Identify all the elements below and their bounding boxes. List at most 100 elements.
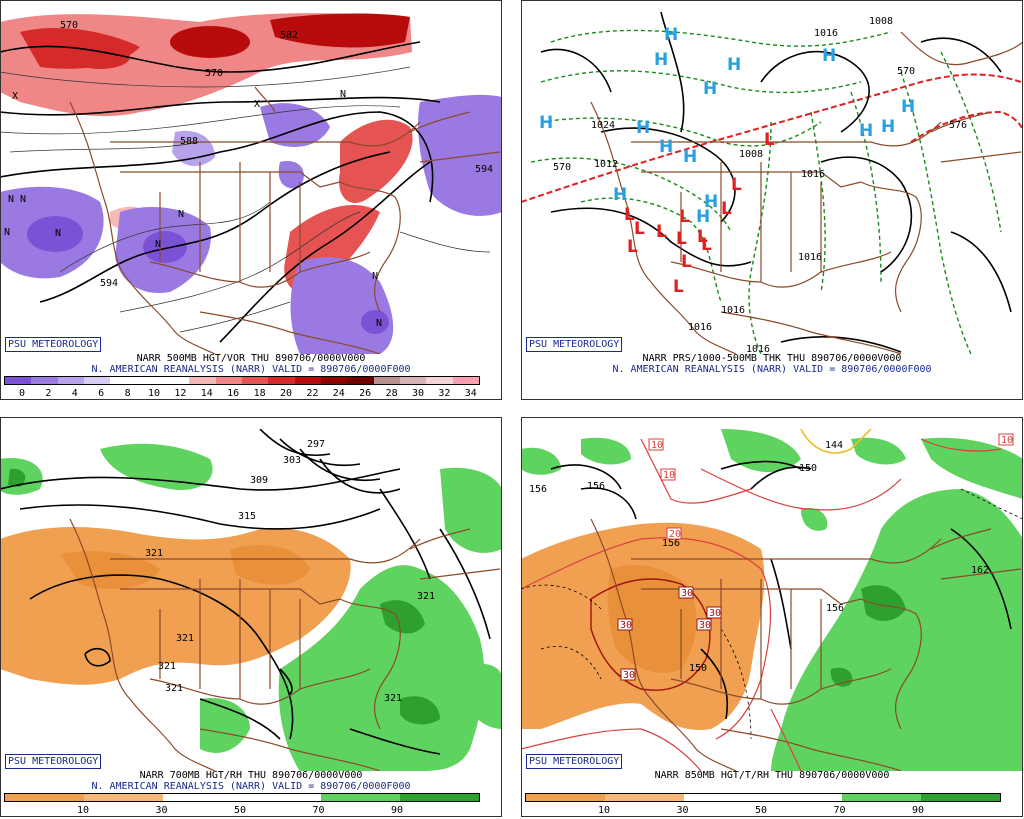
temp-label: 10 (1001, 435, 1013, 446)
contour-label: 297 (307, 439, 325, 450)
contour-label: 594 (475, 164, 493, 175)
vort-label: X (12, 91, 18, 102)
low-pressure-marker: L (681, 252, 692, 272)
colorbar (4, 793, 480, 802)
colorbar-swatch (321, 794, 400, 801)
high-pressure-marker: H (654, 50, 668, 70)
colorbar-tick-label: 50 (233, 805, 247, 816)
temperature-labels: 10 10 10 20 30 30 30 30 30 (617, 433, 1014, 681)
rh-moist-area (771, 489, 1023, 771)
temp-label: 30 (699, 620, 711, 631)
low-pressure-marker: L (721, 199, 732, 219)
colorbar-tick-label: 70 (833, 805, 846, 816)
high-pressure-marker: H (659, 137, 673, 157)
panel-title: NARR 500MB HGT/VOR THU 890706/0000V000 (136, 353, 366, 364)
colorbar-tick-label: 10 (597, 805, 611, 816)
colorbar-swatch (110, 377, 137, 384)
map-500mb: 570 582 570 588 594 594 N N N N N N N N … (0, 12, 502, 354)
high-pressure-marker: H (636, 118, 650, 138)
colorbar-swatch (921, 794, 1000, 801)
contour-label: 162 (971, 565, 989, 576)
colorbar-swatch (31, 377, 58, 384)
contour-label: 594 (100, 278, 118, 289)
map-pressure: H H H H H H H H H H H H H H H L L L (521, 12, 1023, 354)
isobar-label: 1016 (688, 322, 712, 333)
colorbar-tick-label: 30 (676, 805, 689, 816)
colorbar-tick-label: 34 (464, 388, 477, 399)
low-pressure-marker: L (764, 130, 775, 150)
panel-frame (0, 417, 502, 817)
high-pressure-marker: H (683, 147, 697, 167)
colorbar-swatch (373, 377, 400, 384)
contour-label: 570 (60, 20, 78, 31)
panel-frame (521, 417, 1023, 817)
contour-label: 582 (280, 30, 298, 41)
psu-meteorology-logo: PSU METEOROLOGY (526, 754, 623, 769)
low-pressure-marker: L (673, 277, 684, 297)
temp-label: 30 (681, 588, 693, 599)
high-pressure-marker: H (664, 25, 678, 45)
contour-label: 321 (384, 693, 402, 704)
low-pressure-marker: L (656, 222, 667, 242)
colorbar-tick-label: 70 (312, 805, 325, 816)
psu-meteorology-logo: PSU METEOROLOGY (5, 337, 102, 352)
vort-label: N (20, 194, 26, 205)
colorbar-swatch (241, 377, 269, 384)
high-pressure-marker: H (704, 192, 718, 212)
colorbar-tick-label: 30 (155, 805, 168, 816)
high-pressure-marker: H (901, 97, 915, 117)
contour-label: 156 (529, 484, 547, 495)
low-pressure-marker: L (679, 207, 690, 227)
vort-label: N (55, 228, 61, 239)
colorbar-swatch (5, 377, 32, 384)
colorbar-swatch (526, 794, 605, 801)
contour-label: 303 (283, 455, 301, 466)
colorbar-swatch (163, 794, 242, 801)
colorbar-swatch (162, 377, 190, 384)
colorbar-swatch (268, 377, 295, 384)
contour-label: 150 (689, 663, 707, 674)
colorbar-swatch (136, 377, 163, 384)
vort-label: N (376, 318, 382, 329)
contour-label: 309 (250, 475, 268, 486)
high-pressure-marker: H (539, 113, 553, 133)
panel-700mb-rh: 297 303 309 315 321 321 321 321 321 321 … (0, 417, 502, 817)
colorbar-swatch (605, 794, 684, 801)
contour-label: 321 (145, 548, 163, 559)
temp-label: 10 (651, 440, 663, 451)
contour-label: 150 (799, 463, 817, 474)
colorbar-tick-label: 6 (98, 388, 105, 399)
colorbar-swatch (57, 377, 84, 384)
colorbar (525, 793, 1001, 802)
high-pressure-marker: H (822, 46, 836, 66)
colorbar-swatch (84, 794, 163, 801)
isobar-label: 1016 (801, 169, 825, 180)
low-pressure-marker: L (697, 227, 708, 247)
isobar-label: 570 (897, 66, 915, 77)
colorbar-tick-label: 26 (359, 388, 372, 399)
colorbar-swatch (83, 377, 111, 384)
contour-label: 144 (825, 440, 843, 451)
contour-label: 321 (165, 683, 183, 694)
contour-label: 156 (662, 538, 680, 549)
vort-label: N (155, 239, 161, 250)
contour-label: 588 (180, 136, 198, 147)
low-pressure-marker: L (627, 237, 638, 257)
vort-label: X (254, 99, 260, 110)
panel-frame (521, 0, 1023, 400)
colorbar-tick-label: 10 (76, 805, 90, 816)
colorbar-tick-label: 8 (124, 388, 131, 399)
colorbar-tick-label: 22 (306, 388, 319, 399)
low-pressure-marker: L (634, 219, 645, 239)
colorbar-swatch (242, 794, 321, 801)
contour-label: 321 (176, 633, 194, 644)
panel-subtitle: N. AMERICAN REANALYSIS (NARR) VALID = 89… (91, 781, 411, 792)
panel-title: NARR 700MB HGT/RH THU 890706/0000V000 (139, 770, 363, 781)
panel-850mb-temp-rh: 144 150 156 156 156 156 150 162 10 10 10… (521, 417, 1023, 817)
vort-label: N (4, 227, 10, 238)
colorbar-swatch (842, 794, 921, 801)
colorbar-swatch (684, 794, 763, 801)
map-850mb: 144 150 156 156 156 156 150 162 10 10 10… (521, 429, 1023, 771)
isobar-label: 1024 (591, 120, 615, 131)
temp-label: 30 (709, 608, 721, 619)
